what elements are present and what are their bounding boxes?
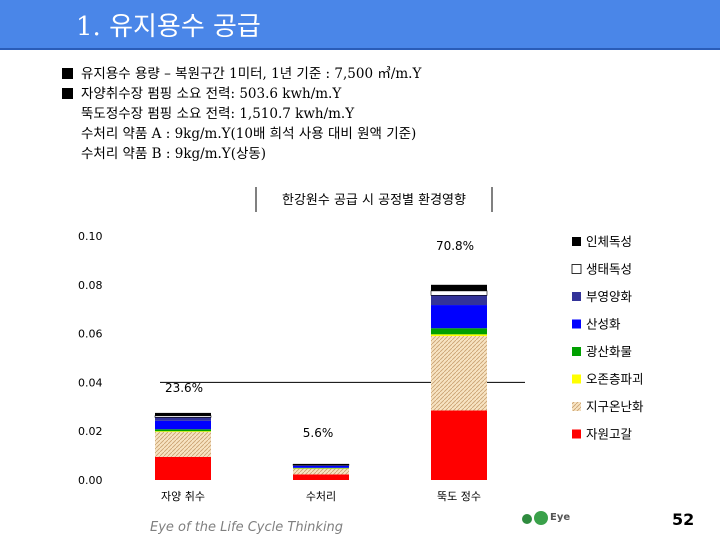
- bullet-item: 자양취수장 펌핑 소요 전력: 503.6 kwh/m.Y: [62, 84, 421, 104]
- legend-swatch: [572, 402, 581, 411]
- bar-segment: [431, 410, 487, 480]
- bar-percent-label: 70.8%: [436, 239, 474, 253]
- x-category-label: 수처리: [306, 490, 336, 503]
- legend-swatch: [571, 264, 582, 274]
- bar-segment: [293, 467, 349, 469]
- bar-segment: [155, 431, 211, 457]
- slide-header: 1. 유지용수 공급: [0, 0, 720, 48]
- bar-segment: [155, 456, 211, 480]
- bar-segment: [293, 465, 349, 466]
- company-logo: Eye: [522, 510, 574, 528]
- bar-segment: [430, 290, 488, 296]
- legend-label: 부영양화: [586, 289, 633, 304]
- bar-segment: [155, 429, 211, 432]
- bar-percent-label: 23.6%: [165, 381, 203, 395]
- y-tick-label: 0.10: [78, 230, 103, 243]
- legend-swatch: [572, 292, 581, 301]
- header-divider: [0, 48, 720, 50]
- bar-segment: [431, 328, 487, 335]
- legend-label: 광산화물: [586, 344, 632, 359]
- bullet-item: 수처리 약품 B : 9kg/m.Y(상동): [81, 146, 267, 162]
- bar-segment: [431, 334, 487, 337]
- bar-segment: [155, 431, 211, 432]
- x-category-label: 뚝도 정수: [437, 490, 481, 503]
- square-bullet-icon: [62, 68, 73, 79]
- y-tick-label: 0.00: [78, 474, 103, 487]
- bar-segment: [431, 336, 487, 411]
- slide-title: 1. 유지용수 공급: [76, 12, 261, 42]
- x-category-label: 자양 취수: [161, 490, 205, 503]
- bar-segment: [293, 468, 349, 469]
- y-tick-label: 0.02: [78, 425, 103, 438]
- bar-percent-label: 5.6%: [303, 426, 334, 440]
- bar-segment: [431, 295, 487, 306]
- bar-segment: [293, 465, 349, 468]
- bar-segment: [155, 412, 211, 416]
- legend-label: 산성화: [586, 317, 621, 332]
- legend-swatch: [572, 319, 581, 329]
- legend-label: 자원고갈: [586, 427, 633, 442]
- bullet-item: 뚝도정수장 펌핑 소요 전력: 1,510.7 kwh/m.Y: [81, 106, 355, 122]
- legend-label: 지구온난화: [586, 399, 644, 414]
- page-number: 52: [672, 510, 695, 529]
- bullet-item: 유지용수 용량 – 복원구간 1미터, 1년 기준 : 7,500 ㎥/m.Y: [62, 64, 421, 84]
- y-tick-label: 0.06: [78, 328, 103, 341]
- square-bullet-icon: [62, 88, 73, 99]
- bar-segment: [431, 305, 487, 329]
- y-tick-label: 0.04: [78, 376, 103, 389]
- bar-segment: [155, 420, 211, 430]
- legend-swatch: [572, 347, 581, 356]
- bullet-list: 유지용수 용량 – 복원구간 1미터, 1년 기준 : 7,500 ㎥/m.Y …: [62, 64, 421, 164]
- bar-segment: [292, 464, 350, 466]
- bar-segment: [154, 415, 212, 418]
- bullet-item: 수처리 약품 A : 9kg/m.Y(10배 희석 사용 대비 원액 기준): [81, 126, 417, 142]
- legend-swatch: [572, 237, 581, 246]
- bar-segment: [155, 417, 211, 421]
- bar-segment: [293, 468, 349, 475]
- legend-label: 오존층파괴: [586, 372, 644, 387]
- bar-segment: [431, 284, 487, 291]
- legend-label: 인체독성: [586, 234, 632, 249]
- legend-swatch: [572, 374, 581, 384]
- y-tick-label: 0.08: [78, 279, 103, 292]
- legend-label: 생태독성: [586, 262, 632, 277]
- bar-segment: [293, 474, 349, 480]
- bar-segment: [293, 463, 349, 465]
- footer-tagline: Eye of the Life Cycle Thinking: [150, 520, 344, 535]
- legend-swatch: [572, 429, 581, 439]
- chart-title: 한강원수 공급 시 공정별 환경영향: [282, 193, 466, 208]
